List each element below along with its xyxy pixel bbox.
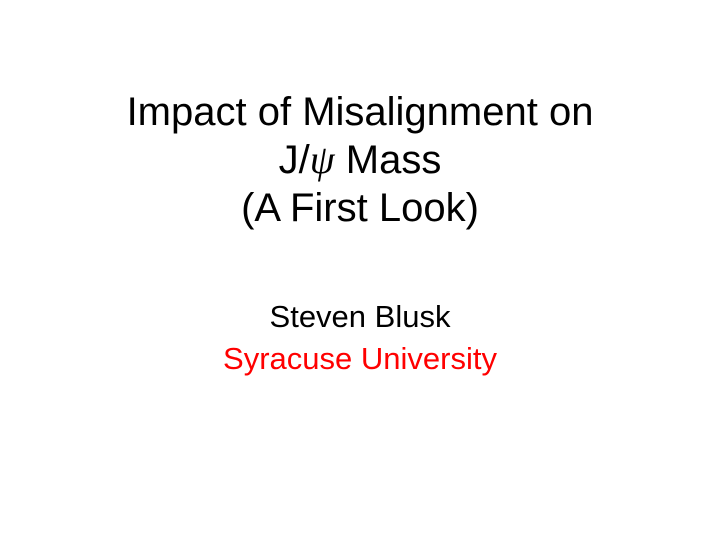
author-name: Steven Blusk <box>0 296 720 338</box>
slide-title: Impact of Misalignment on J/ψ Mass (A Fi… <box>0 88 720 232</box>
title-line-2-pre: J/ <box>279 138 310 182</box>
title-line-1: Impact of Misalignment on <box>0 88 720 136</box>
author-block: Steven Blusk Syracuse University <box>0 296 720 380</box>
psi-symbol: ψ <box>310 137 335 182</box>
title-line-2-post: Mass <box>335 138 442 182</box>
title-line-2: J/ψ Mass <box>0 136 720 184</box>
slide: Impact of Misalignment on J/ψ Mass (A Fi… <box>0 0 720 540</box>
title-line-3: (A First Look) <box>0 184 720 232</box>
author-affiliation: Syracuse University <box>0 338 720 380</box>
